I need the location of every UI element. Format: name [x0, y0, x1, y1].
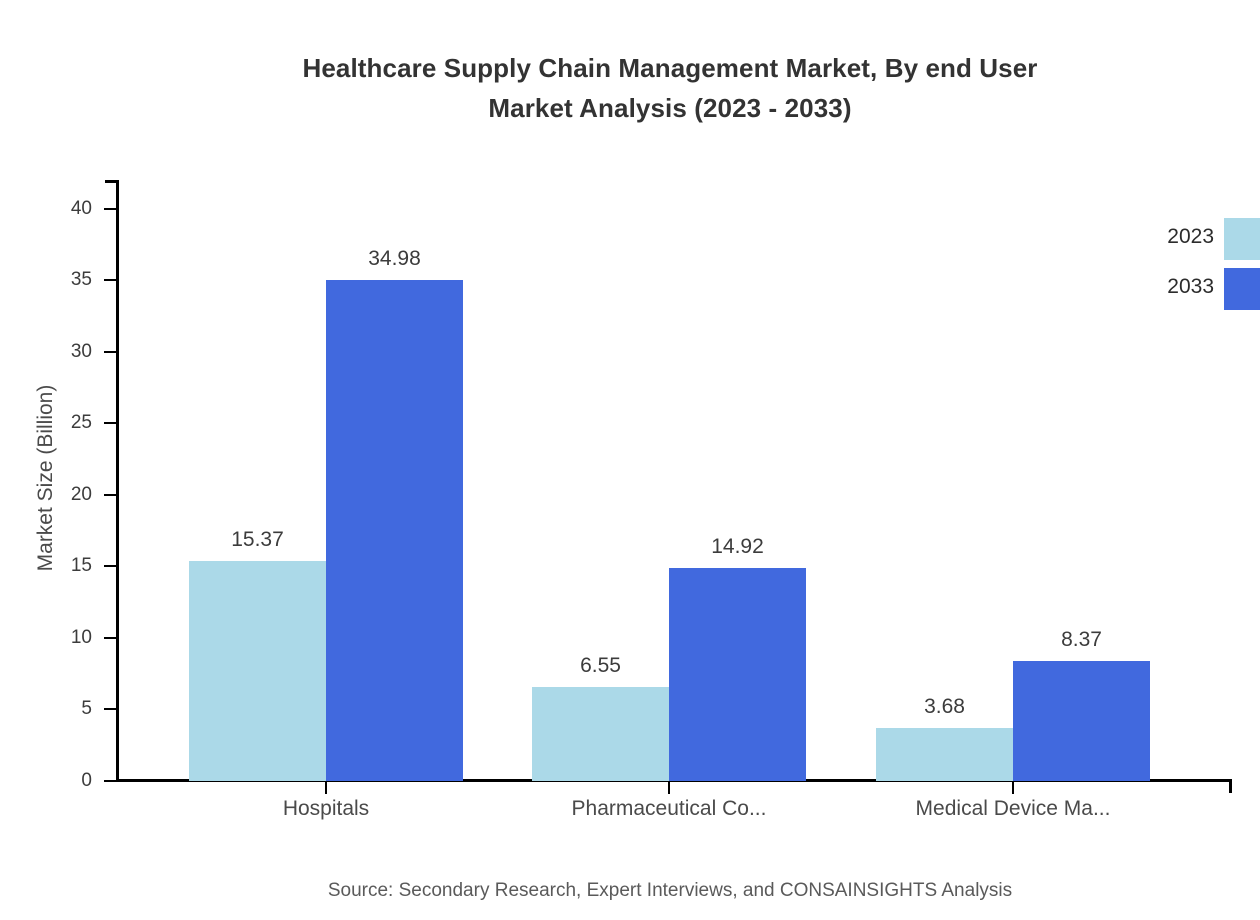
source-note: Source: Secondary Research, Expert Inter… [327, 880, 1013, 901]
y-tick-label: 20 [70, 483, 92, 505]
bar-value-label: 14.92 [711, 534, 764, 558]
x-tick-mark [668, 781, 670, 794]
legend-swatch [1224, 268, 1260, 310]
plot-area [118, 180, 1232, 781]
y-tick-mark [104, 493, 118, 496]
bar-value-label: 3.68 [924, 695, 965, 719]
y-tick-mark [104, 350, 118, 353]
y-tick-mark [104, 422, 118, 425]
y-tick-mark [104, 708, 118, 711]
chart-title-line-1: Healthcare Supply Chain Management Marke… [302, 53, 1038, 83]
x-tick-mark [1012, 781, 1014, 794]
y-tick-label: 15 [70, 555, 92, 577]
bar-2023-0[interactable] [189, 561, 326, 781]
bar-value-label: 8.37 [1061, 628, 1102, 652]
x-axis-end-cap [1229, 779, 1232, 793]
y-axis-title: Market Size (Billion) [34, 384, 57, 572]
x-tick-mark [325, 781, 327, 794]
legend-item-2023[interactable]: 2023 [1130, 218, 1260, 268]
y-tick-mark [104, 279, 118, 282]
y-tick-label: 30 [70, 340, 92, 362]
bar-2023-1[interactable] [532, 687, 669, 781]
y-tick-mark [104, 636, 118, 639]
y-tick-label: 10 [70, 626, 92, 648]
legend-label: 2033 [1167, 275, 1214, 298]
legend-swatch [1224, 218, 1260, 260]
chart-title: Healthcare Supply Chain Management Marke… [0, 48, 1260, 128]
x-tick-label: Pharmaceutical Co... [571, 797, 767, 820]
legend-item-2033[interactable]: 2033 [1130, 268, 1260, 318]
bar-2033-2[interactable] [1013, 661, 1150, 781]
y-tick-label: 0 [81, 770, 92, 791]
y-tick-label: 5 [81, 698, 92, 720]
legend-label: 2023 [1167, 225, 1214, 248]
chart-legend: 2023 2033 [1130, 218, 1260, 318]
x-tick-label: Hospitals [282, 797, 370, 820]
bar-2033-0[interactable] [326, 280, 463, 781]
bar-2033-1[interactable] [669, 567, 806, 781]
y-tick-label: 25 [70, 412, 92, 434]
x-tick-label: Medical Device Ma... [915, 797, 1111, 820]
y-tick-mark [104, 780, 118, 782]
y-axis-line [116, 180, 119, 781]
y-tick-label: 35 [70, 269, 92, 291]
y-tick-mark [104, 565, 118, 568]
bar-2023-2[interactable] [876, 728, 1013, 781]
y-tick-label: 40 [70, 197, 92, 219]
chart-title-line-2: Market Analysis (2023 - 2033) [488, 93, 852, 123]
y-axis-top-cap [105, 180, 119, 183]
y-tick-mark [104, 207, 118, 210]
bar-value-label: 6.55 [580, 654, 621, 678]
bar-value-label: 15.37 [231, 528, 284, 552]
bar-value-label: 34.98 [368, 247, 421, 271]
